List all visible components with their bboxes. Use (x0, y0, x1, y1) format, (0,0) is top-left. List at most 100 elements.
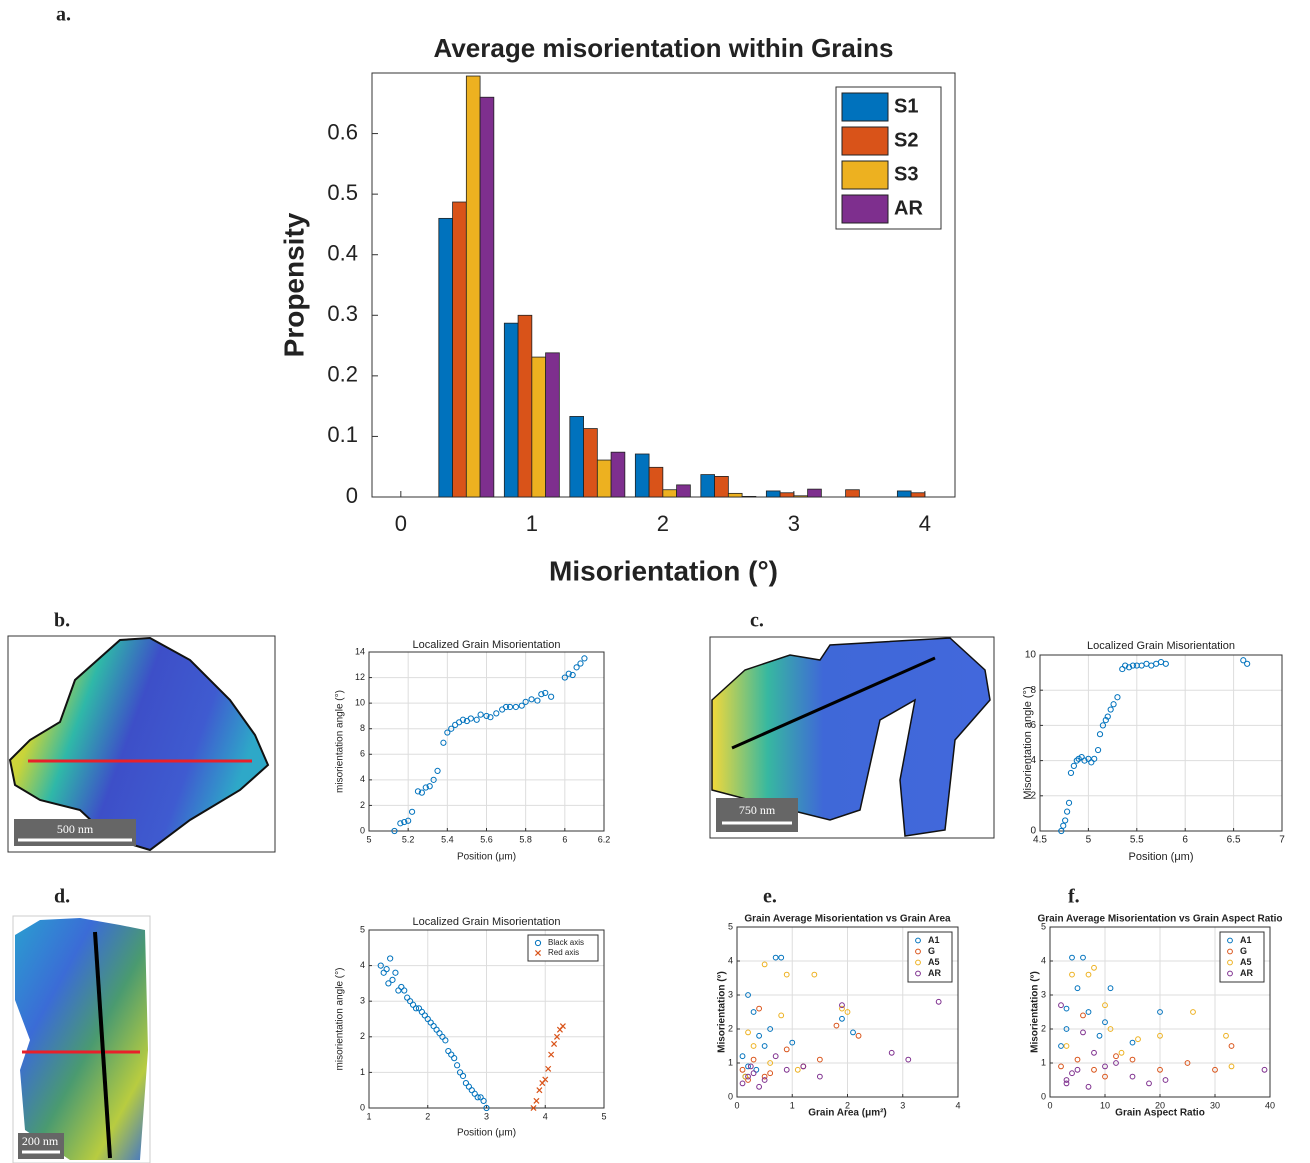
y-axis-label: Propensity (278, 212, 309, 357)
bar (517, 314, 533, 498)
point (487, 714, 494, 721)
point (377, 962, 384, 969)
point (1110, 701, 1117, 708)
y-tick-label: 0 (360, 825, 365, 835)
scale-bar-label: 500 nm (57, 822, 94, 836)
bar (727, 492, 743, 498)
point (528, 696, 535, 703)
y-tick-label: 0 (360, 1102, 365, 1112)
bar (452, 201, 467, 498)
point (761, 961, 768, 968)
point (739, 1066, 746, 1073)
legend-label: G (1240, 946, 1247, 956)
grain-map (8, 636, 270, 852)
panel-label: e. (763, 886, 777, 908)
point (1069, 1070, 1075, 1077)
point (745, 1029, 751, 1036)
point (778, 954, 785, 961)
point (1157, 1032, 1163, 1039)
point (542, 689, 549, 697)
point (1162, 1077, 1169, 1083)
point (1063, 1043, 1070, 1049)
point (542, 1076, 549, 1083)
x-axis-label: Misorientation (°) (549, 555, 778, 586)
x-tick-label: 2 (845, 1100, 850, 1110)
x-tick-label: 5.4 (441, 834, 454, 844)
point (1162, 660, 1169, 667)
y-axis-label: Misorientation angle (°) (1022, 686, 1034, 799)
point (1261, 1066, 1268, 1073)
point (756, 1032, 762, 1039)
x-tick-label: 4 (955, 1100, 960, 1110)
point (1107, 706, 1114, 713)
point (816, 1056, 823, 1063)
x-axis-label: Position (μm) (457, 1128, 516, 1139)
point (1081, 757, 1088, 764)
point (1118, 1049, 1125, 1056)
point (767, 1060, 774, 1066)
point (850, 1029, 856, 1036)
bar (662, 489, 678, 498)
point (459, 716, 467, 723)
point (811, 971, 818, 978)
point (1102, 1073, 1108, 1080)
x-tick-label: 3 (484, 1111, 489, 1121)
point (422, 784, 429, 791)
point (385, 980, 392, 987)
point (577, 660, 584, 667)
point (761, 1077, 768, 1083)
bar (596, 459, 612, 498)
x-tick-label: 1 (526, 511, 538, 536)
plot-border (368, 929, 605, 1109)
point (1129, 1056, 1136, 1063)
point (1157, 1009, 1163, 1015)
point (480, 1097, 487, 1104)
x-tick-label: 6 (1182, 835, 1188, 846)
point (440, 739, 447, 746)
point (915, 959, 921, 966)
x-tick-label: 5.8 (519, 834, 532, 844)
point (569, 671, 576, 679)
point (905, 1056, 912, 1063)
point (1135, 1036, 1141, 1043)
point (405, 817, 412, 824)
panel-labels: a. b. c. d. e. f. (54, 4, 1080, 908)
point (753, 1066, 760, 1073)
x-tick-label: 5.2 (402, 834, 415, 844)
y-tick-label: 0.3 (327, 301, 358, 326)
point (559, 1023, 566, 1030)
plot-border (736, 926, 959, 1098)
y-tick-label: 0.1 (327, 422, 358, 447)
point (1091, 755, 1098, 762)
point (1096, 1032, 1103, 1039)
y-axis-label: misorientation angle (°) (335, 690, 346, 793)
point (855, 1032, 862, 1039)
legend-label: A5 (928, 957, 940, 967)
y-tick-label: 3 (728, 989, 733, 999)
point (1063, 1026, 1070, 1032)
bar (910, 492, 926, 498)
panel-label: b. (54, 610, 70, 632)
point (1212, 1066, 1218, 1073)
point (750, 1056, 757, 1063)
point (1107, 1026, 1114, 1032)
y-tick-label: 8 (360, 723, 365, 733)
point (761, 1073, 768, 1080)
y-tick-label: 1 (728, 1057, 733, 1067)
legend-label: S1 (894, 95, 918, 117)
y-tick-label: 0.5 (327, 180, 358, 205)
point (1102, 717, 1109, 724)
point (512, 703, 519, 711)
point (915, 948, 921, 955)
x-tick-label: 1 (366, 1111, 371, 1121)
legend-label: Black axis (548, 938, 584, 947)
y-tick-label: 4 (1030, 755, 1036, 766)
scale-bar-label: 200 nm (22, 1134, 59, 1148)
point (1107, 985, 1114, 992)
point (545, 1065, 552, 1072)
y-tick-label: 6 (360, 749, 365, 759)
y-tick-label: 2 (728, 1023, 733, 1033)
bar (479, 96, 495, 498)
point (915, 970, 921, 977)
